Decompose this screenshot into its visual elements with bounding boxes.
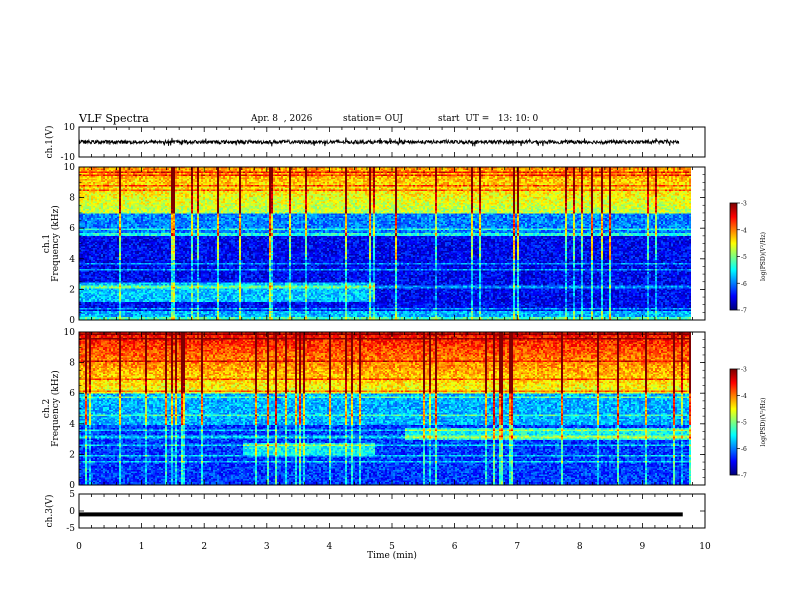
ch1-spectrogram-frame (78, 166, 706, 321)
ch2-spectrogram-ytick-label: 10 (64, 328, 76, 338)
xtick-label: 3 (264, 542, 270, 552)
ch2-spectrogram-colorbar-tick-label: -5 (741, 420, 747, 427)
ch2-spectrogram-colorbar-tick-label: -7 (741, 473, 747, 480)
ch3-waveform-trace (79, 512, 683, 517)
ch1-spectrogram-ytick-label: 10 (64, 163, 76, 173)
ch1-spectrogram-colorbar-tick-label: -4 (741, 227, 747, 234)
ch2-spectrogram-frame (78, 331, 706, 486)
ch2-spectrogram-ytick-label: 6 (69, 389, 75, 399)
figure-title: VLF Spectra (79, 112, 149, 125)
xtick-label: 7 (514, 542, 520, 552)
xtick-label: 1 (139, 542, 145, 552)
xtick-label: 4 (327, 542, 333, 552)
ch1-waveform-ytick-label: 10 (64, 123, 76, 133)
ch1-spectrogram-colorbar-tick-label: -7 (741, 308, 747, 315)
ch3-waveform-frame (78, 493, 706, 529)
xtick-label: 9 (640, 542, 646, 552)
xtick-label: 5 (389, 542, 395, 552)
xtick-label: 2 (201, 542, 207, 552)
ch1-waveform-trace (78, 137, 680, 147)
ch1-spectrogram-ylabel-frequency: Frequency (kHz) (50, 205, 61, 282)
xtick-label: 6 (452, 542, 458, 552)
ch2-spectrogram-colorbar-tick-label: -6 (741, 446, 747, 453)
ch1-spectrogram-colorbar-frame (729, 202, 738, 311)
ch3-waveform-ytick-label: 5 (69, 490, 75, 500)
ch1-spectrogram-ytick-label: 8 (69, 194, 75, 204)
ch2-spectrogram-ylabel-frequency: Frequency (kHz) (50, 370, 61, 447)
xaxis-label: Time (min) (367, 550, 417, 561)
ch2-colorbar (730, 369, 737, 475)
xtick-label: 8 (577, 542, 583, 552)
ch3-waveform-ytick-label: -5 (66, 524, 75, 534)
ch1-waveform-ylabel: ch.1(V) (44, 126, 55, 159)
ch1-spectrogram-colorbar-tick-label: -5 (741, 254, 747, 261)
ch2-spectrogram-ytick-label: 2 (69, 450, 75, 460)
ch1-colorbar (730, 203, 737, 310)
ch2-spectrogram-colorbar-label: log(PSD)(V²/Hz) (760, 398, 767, 447)
ch2-spectrogram-colorbar-frame (729, 368, 738, 476)
ch2-spectrogram-ytick-label: 4 (69, 420, 75, 430)
ch2-spectrogram-ytick-label: 0 (69, 481, 75, 491)
header-station: station= OUJ (343, 114, 404, 124)
ch2-spectrogram-colorbar-tick-label: -4 (741, 393, 747, 400)
xtick-label: 10 (699, 542, 711, 552)
ch3-waveform-ylabel: ch.3(V) (44, 495, 55, 528)
ch1-spectrogram-ytick-label: 6 (69, 224, 75, 234)
ch2-spectrogram-colorbar-tick-label: -3 (741, 367, 747, 374)
ch1-spectrogram-ytick-label: 0 (69, 316, 75, 326)
ch3-waveform-ytick-label: 0 (69, 507, 75, 517)
ch1-spectrogram-colorbar-tick-label: -3 (741, 201, 747, 208)
ch2-spectrogram-image (79, 332, 691, 485)
ch1-spectrogram-colorbar-label: log(PSD)(V²/Hz) (760, 232, 767, 281)
ch1-spectrogram-ytick-label: 4 (69, 255, 75, 265)
xtick-label: 0 (76, 542, 82, 552)
ch1-waveform-ytick-label: -10 (61, 153, 76, 163)
ch1-spectrogram-colorbar-tick-label: -6 (741, 281, 747, 288)
ch1-spectrogram-ylabel-channel: ch.1 (42, 234, 52, 253)
ch2-spectrogram-ylabel-channel: ch.2 (42, 399, 52, 418)
ch2-spectrogram-ytick-label: 8 (69, 359, 75, 369)
header-date: Apr. 8 , 2026 (251, 114, 313, 124)
ch1-spectrogram-image (79, 167, 691, 320)
header-start-time: start UT = 13: 10: 0 (438, 114, 539, 124)
ch1-spectrogram-ytick-label: 2 (69, 285, 75, 295)
